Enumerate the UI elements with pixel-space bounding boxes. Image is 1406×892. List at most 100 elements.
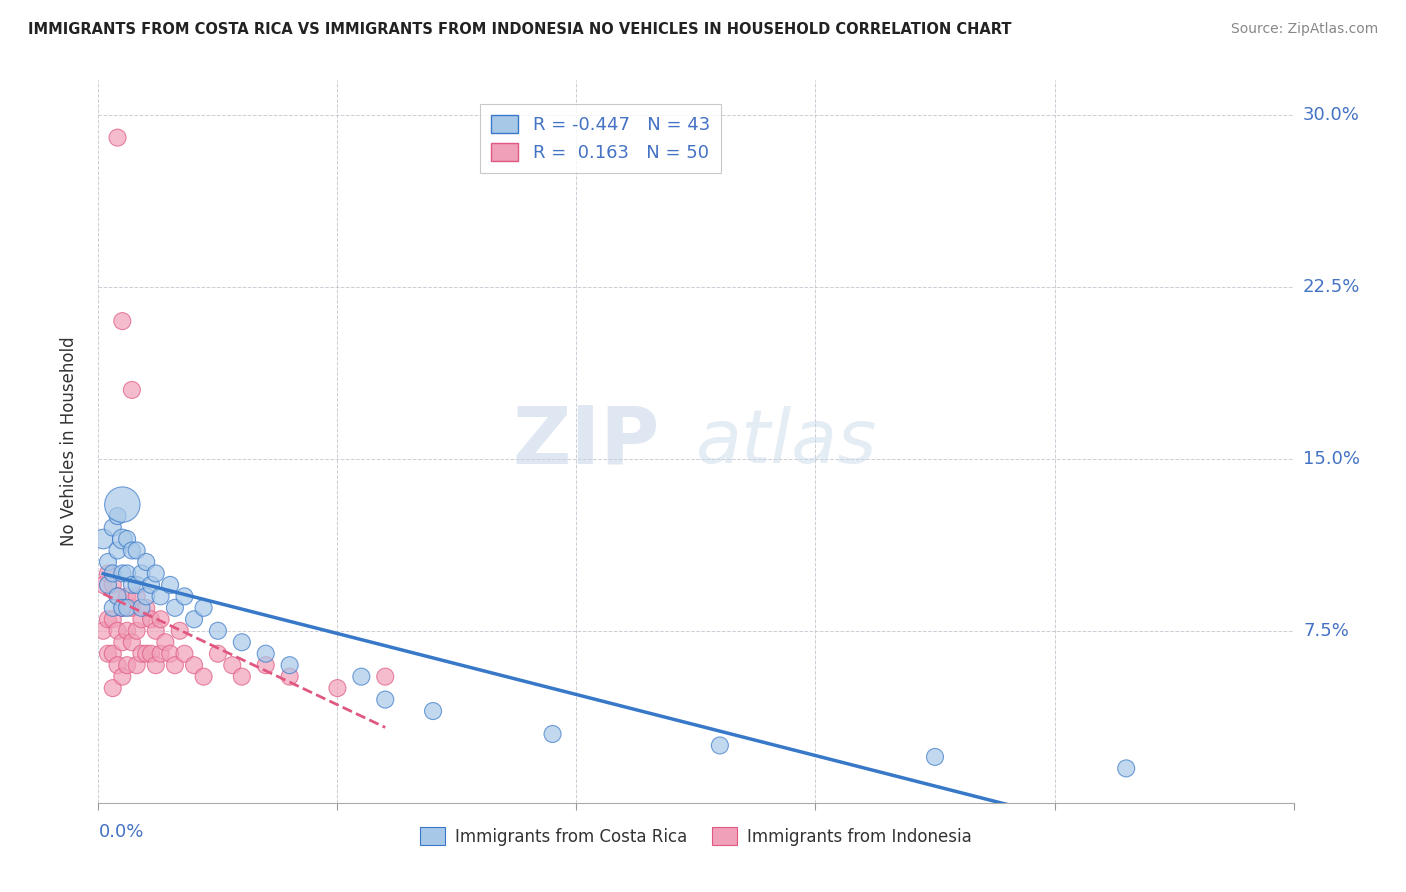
Point: [145, 566, 167, 581]
Point: [254, 658, 277, 673]
Point: [183, 612, 205, 626]
Point: [107, 624, 129, 638]
Point: [145, 658, 167, 673]
Point: [111, 670, 134, 684]
Point: [115, 566, 138, 581]
Point: [101, 612, 124, 626]
Point: [149, 590, 172, 604]
Point: [121, 600, 143, 615]
Point: [101, 566, 124, 581]
Text: ZIP: ZIP: [513, 402, 661, 481]
Point: [135, 555, 157, 569]
Point: [101, 578, 124, 592]
Point: [139, 578, 162, 592]
Point: [97, 647, 120, 661]
Point: [221, 658, 243, 673]
Point: [107, 590, 129, 604]
Point: [121, 383, 143, 397]
Point: [207, 624, 229, 638]
Point: [91, 578, 114, 592]
Point: [149, 647, 172, 661]
Point: [107, 509, 129, 524]
Point: [159, 578, 181, 592]
Point: [709, 739, 731, 753]
Point: [107, 590, 129, 604]
Point: [183, 658, 205, 673]
Point: [135, 647, 157, 661]
Point: [163, 600, 186, 615]
Point: [193, 600, 215, 615]
Point: [111, 498, 134, 512]
Point: [169, 624, 191, 638]
Point: [231, 635, 253, 649]
Point: [111, 600, 134, 615]
Point: [111, 566, 134, 581]
Point: [173, 647, 195, 661]
Point: [278, 670, 301, 684]
Point: [1115, 761, 1137, 775]
Point: [125, 590, 148, 604]
Point: [111, 635, 134, 649]
Y-axis label: No Vehicles in Household: No Vehicles in Household: [59, 336, 77, 547]
Point: [207, 647, 229, 661]
Point: [115, 624, 138, 638]
Text: atlas: atlas: [696, 406, 877, 477]
Legend: Immigrants from Costa Rica, Immigrants from Indonesia: Immigrants from Costa Rica, Immigrants f…: [413, 821, 979, 852]
Text: 30.0%: 30.0%: [1303, 105, 1360, 124]
Point: [131, 600, 153, 615]
Point: [115, 590, 138, 604]
Point: [131, 566, 153, 581]
Point: [374, 670, 396, 684]
Point: [254, 647, 277, 661]
Point: [125, 624, 148, 638]
Point: [97, 566, 120, 581]
Point: [91, 624, 114, 638]
Point: [101, 681, 124, 695]
Point: [278, 658, 301, 673]
Point: [163, 658, 186, 673]
Text: IMMIGRANTS FROM COSTA RICA VS IMMIGRANTS FROM INDONESIA NO VEHICLES IN HOUSEHOLD: IMMIGRANTS FROM COSTA RICA VS IMMIGRANTS…: [28, 22, 1012, 37]
Point: [101, 600, 124, 615]
Point: [541, 727, 564, 741]
Point: [121, 543, 143, 558]
Point: [107, 130, 129, 145]
Text: Source: ZipAtlas.com: Source: ZipAtlas.com: [1230, 22, 1378, 37]
Point: [135, 600, 157, 615]
Point: [125, 658, 148, 673]
Point: [374, 692, 396, 706]
Point: [121, 578, 143, 592]
Point: [111, 314, 134, 328]
Point: [125, 578, 148, 592]
Point: [135, 590, 157, 604]
Point: [115, 600, 138, 615]
Point: [111, 600, 134, 615]
Text: 22.5%: 22.5%: [1303, 277, 1361, 296]
Point: [97, 578, 120, 592]
Point: [91, 532, 114, 546]
Point: [107, 543, 129, 558]
Point: [115, 532, 138, 546]
Point: [111, 532, 134, 546]
Point: [121, 635, 143, 649]
Point: [924, 750, 946, 764]
Point: [149, 612, 172, 626]
Point: [131, 612, 153, 626]
Point: [107, 658, 129, 673]
Point: [97, 612, 120, 626]
Point: [97, 555, 120, 569]
Point: [125, 543, 148, 558]
Text: 15.0%: 15.0%: [1303, 450, 1360, 467]
Point: [326, 681, 349, 695]
Point: [139, 647, 162, 661]
Point: [101, 520, 124, 534]
Point: [350, 670, 373, 684]
Point: [159, 647, 181, 661]
Text: 7.5%: 7.5%: [1303, 622, 1348, 640]
Point: [139, 612, 162, 626]
Point: [173, 590, 195, 604]
Point: [231, 670, 253, 684]
Point: [131, 647, 153, 661]
Point: [422, 704, 444, 718]
Point: [155, 635, 177, 649]
Point: [193, 670, 215, 684]
